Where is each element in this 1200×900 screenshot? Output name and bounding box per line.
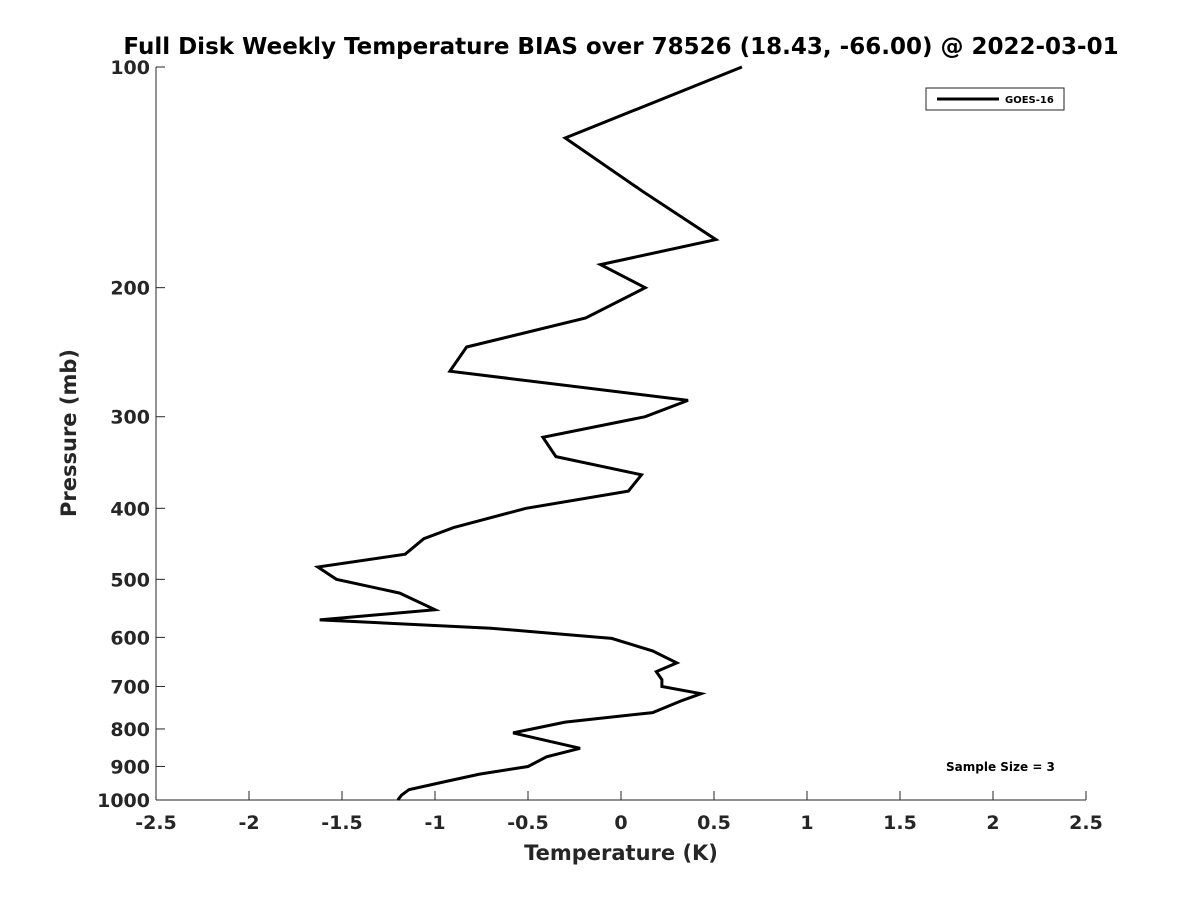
x-tick-label: -1.5 [321, 812, 363, 834]
x-tick-label: 2.5 [1069, 812, 1103, 834]
y-tick-label: 900 [110, 756, 150, 778]
x-tick-label: 1 [800, 812, 813, 834]
x-tick-label: 1.5 [883, 812, 917, 834]
x-tick-label: 2 [986, 812, 999, 834]
x-tick-label: -2 [238, 812, 259, 834]
x-tick-label: -0.5 [507, 812, 549, 834]
legend-label-goes-16: GOES-16 [1005, 95, 1054, 106]
y-tick-label: 800 [110, 719, 150, 741]
y-tick-label: 300 [110, 407, 150, 429]
x-tick-label: 0 [614, 812, 627, 834]
x-tick-label: -2.5 [135, 812, 177, 834]
y-ticks: 100 200 300 400 500 600 700 800 900 1000 [97, 57, 165, 812]
x-axis-label: Temperature (K) [524, 841, 718, 865]
y-tick-label: 100 [110, 57, 150, 79]
y-tick-label: 700 [110, 676, 150, 698]
sample-size-annotation: Sample Size = 3 [946, 760, 1055, 774]
y-tick-label: 200 [110, 278, 150, 300]
chart-title: Full Disk Weekly Temperature BIAS over 7… [123, 34, 1118, 60]
y-tick-label: 1000 [97, 790, 150, 812]
y-tick-label: 400 [110, 498, 150, 520]
plot-area: -2.5 -2 -1.5 -1 -0.5 0 0.5 1 1.5 2 2.5 100 200 300 40… [97, 57, 1103, 834]
y-axis-label: Pressure (mb) [57, 349, 81, 517]
legend: GOES-16 [925, 87, 1065, 111]
x-ticks: -2.5 -2 -1.5 -1 -0.5 0 0.5 1 1.5 2 2.5 [135, 791, 1103, 834]
y-tick-label: 500 [110, 569, 150, 591]
x-tick-label: 0.5 [697, 812, 731, 834]
y-tick-label: 600 [110, 627, 150, 649]
x-tick-label: -1 [424, 812, 445, 834]
series-line-goes-16 [313, 65, 743, 801]
